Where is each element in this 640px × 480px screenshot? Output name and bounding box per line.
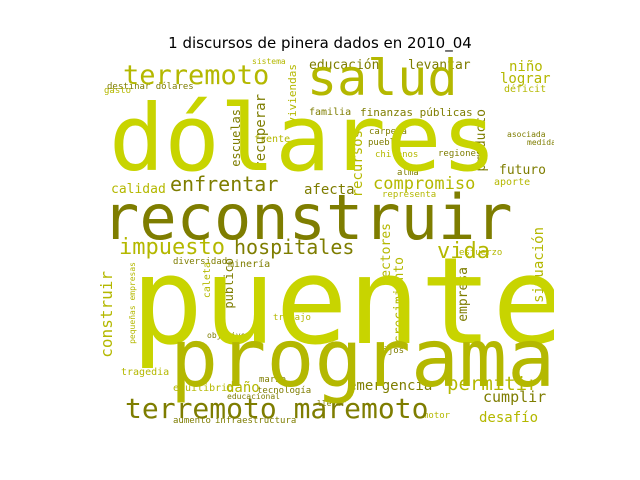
word: alma (397, 168, 419, 178)
word: terremoto (123, 60, 270, 91)
word: minería (228, 259, 271, 270)
word: déficit (504, 84, 547, 95)
word: chilenos (375, 150, 419, 160)
word: futuro (499, 163, 546, 178)
word: gasto (104, 86, 132, 96)
word: levantar (408, 58, 471, 73)
word: asociada (507, 130, 546, 139)
word: dólares (109, 85, 497, 192)
word: destinar dólares (107, 82, 194, 92)
word: pueblo (368, 138, 401, 148)
word-cloud: sistema gasto destinar dólares familia d… (97, 57, 554, 428)
word: cumplir (483, 388, 547, 406)
word: educacional (227, 392, 280, 401)
word: construir (97, 271, 116, 358)
word: enfrentar (170, 172, 279, 196)
word: infraestructura (215, 416, 297, 426)
word: hijos (377, 346, 405, 356)
word: equilibrio (173, 383, 234, 394)
word: afecta (304, 182, 355, 198)
word: calidad (111, 182, 166, 197)
word: llevar (317, 399, 346, 408)
word: daño (226, 380, 260, 396)
word: reconstruir (102, 181, 513, 254)
word: esfuerzo (459, 248, 503, 258)
word: compromiso (373, 174, 476, 194)
word: puente (131, 233, 554, 372)
word: frente (254, 134, 291, 145)
word: representa (382, 190, 437, 200)
word: marzo (259, 375, 287, 385)
chart-title: 1 discursos de pinera dados en 2010_04 (168, 34, 472, 52)
word: regiones (438, 149, 482, 159)
word: lograr (500, 71, 551, 87)
word: carpeta (369, 127, 407, 137)
word: emergencia (348, 378, 433, 394)
word: objetivo (207, 331, 246, 340)
word: aporte (494, 177, 531, 188)
word: hospitales (234, 235, 355, 259)
word: trabajo (273, 313, 311, 323)
word: impuesto (119, 235, 225, 260)
word: aumento (173, 416, 211, 426)
word: desafío (479, 410, 539, 426)
word: motor (423, 411, 451, 421)
word: diversidad (173, 257, 228, 267)
word: vida (437, 239, 490, 264)
word: salud (307, 57, 458, 107)
word: familia (309, 107, 352, 118)
word: educación (309, 58, 380, 73)
word: permitir (447, 373, 539, 395)
word: niño (509, 59, 543, 75)
word: tragedia (121, 367, 170, 378)
word: medida (527, 138, 554, 147)
word: programa (170, 312, 554, 405)
word: finanzas públicas (360, 106, 473, 119)
word: tecnología (257, 386, 312, 396)
word: sistema (252, 57, 286, 66)
word: terremoto maremoto (125, 392, 429, 425)
